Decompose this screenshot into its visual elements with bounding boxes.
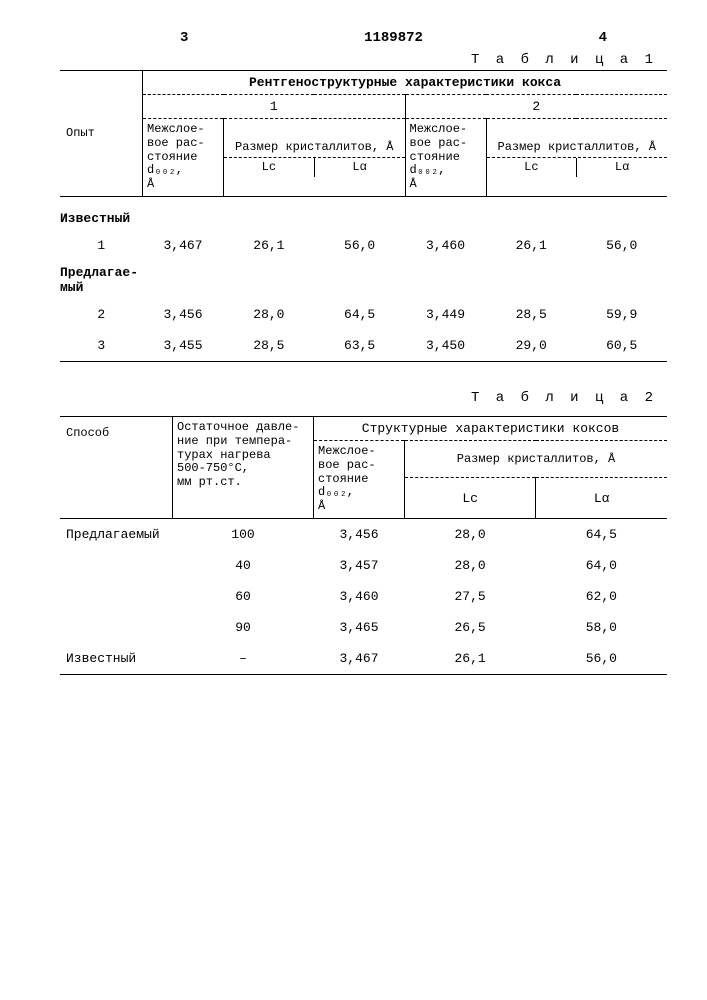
- table1-label: Т а б л и ц а 1: [60, 52, 667, 68]
- t2-col-d: Межслое- вое рас- стояние d₀₀₂, Å: [314, 440, 405, 518]
- t2-col-method: Способ: [60, 416, 173, 518]
- t2-col-lc: Lc: [405, 478, 536, 519]
- table-row: 1 3,467 26,1 56,0 3,460 26,1 56,0: [60, 230, 667, 261]
- t2-col-pressure: Остаточное давле- ние при темпера- турах…: [173, 416, 314, 518]
- table1: Опыт Рентгеноструктурные характеристики …: [60, 70, 667, 362]
- t1-section-proposed: Предлагае- мый: [60, 261, 667, 299]
- table-row: Известный – 3,467 26,1 56,0: [60, 643, 667, 675]
- page-number-right: 4: [567, 30, 607, 46]
- table-row: 60 3,460 27,5 62,0: [60, 581, 667, 612]
- t1-title: Рентгеноструктурные характеристики кокса: [143, 71, 668, 95]
- table-row: 90 3,465 26,5 58,0: [60, 612, 667, 643]
- t1-col-size2: Размер кристаллитов, Å Lc Lα: [486, 119, 667, 197]
- t2-col-la: Lα: [536, 478, 667, 519]
- t1-group1: 1: [143, 95, 406, 119]
- table2: Способ Остаточное давле- ние при темпера…: [60, 416, 667, 675]
- t1-section-known: Известный: [60, 196, 667, 230]
- table-row: 3 3,455 28,5 63,5 3,450 29,0 60,5: [60, 330, 667, 362]
- page-number-left: 3: [180, 30, 220, 46]
- t2-title: Структурные характеристики коксов: [314, 416, 668, 440]
- t1-col-d1: Межслое- вое рас- стояние d₀₀₂, Å: [143, 119, 224, 197]
- table-row: 2 3,456 28,0 64,5 3,449 28,5 59,9: [60, 299, 667, 330]
- table-row: Предлагаемый 100 3,456 28,0 64,5: [60, 518, 667, 550]
- page-header: 3 1189872 4: [60, 30, 667, 46]
- table2-label: Т а б л и ц а 2: [60, 390, 667, 406]
- t2-col-size: Размер кристаллитов, Å: [405, 440, 668, 477]
- t1-col-size1: Размер кристаллитов, Å Lc Lα: [224, 119, 406, 197]
- t1-col-d2: Межслое- вое рас- стояние d₀₀₂, Å: [405, 119, 486, 197]
- t1-group2: 2: [405, 95, 667, 119]
- table-row: 40 3,457 28,0 64,0: [60, 550, 667, 581]
- document-number: 1189872: [220, 30, 567, 46]
- t1-col-opyt: Опыт: [60, 71, 143, 197]
